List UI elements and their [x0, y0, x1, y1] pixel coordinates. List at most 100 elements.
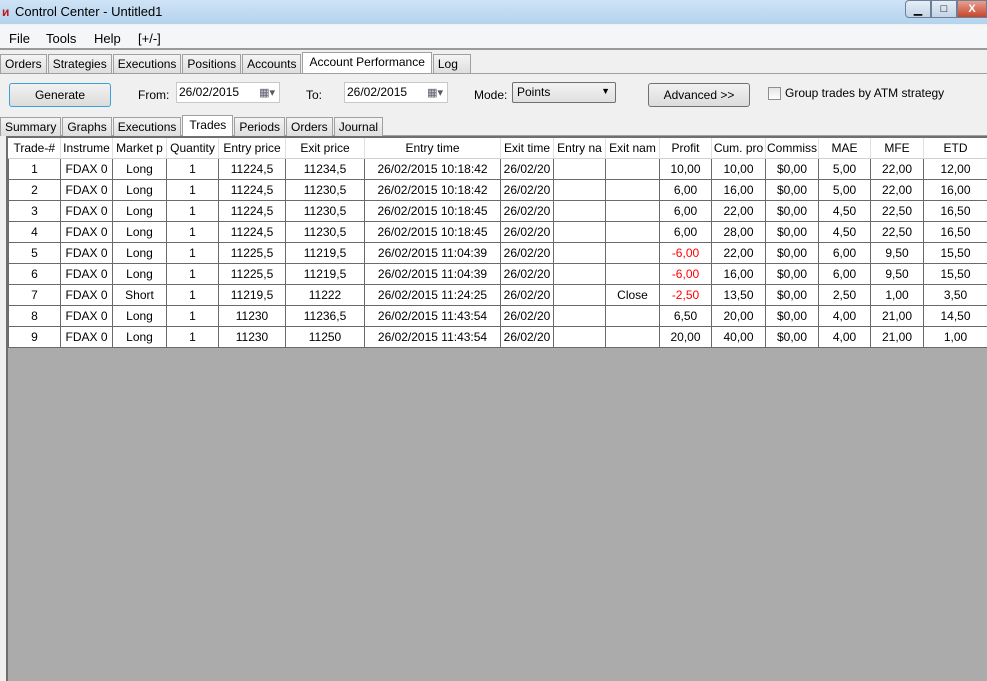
table-cell: 11225,5 [218, 262, 286, 285]
table-cell: 11234,5 [285, 157, 365, 180]
table-row[interactable]: 9 FDAX 0 Long 1 11230 11250 26/02/2015 11:43:5… [8, 325, 987, 348]
table-cell: 6 [8, 262, 61, 285]
table-cell: 20,00 [659, 325, 712, 348]
table-row[interactable]: 5 FDAX 0 Long 1 11225,5 11219,5 26/02/2015 11:… [8, 241, 987, 264]
column-header[interactable]: Exit nam [605, 138, 660, 159]
table-cell: 11225,5 [218, 241, 286, 264]
tab-executions[interactable]: Executions [112, 54, 182, 73]
table-cell: 11224,5 [218, 199, 286, 222]
table-cell: 11230,5 [285, 178, 365, 201]
column-header[interactable]: Quantity [166, 138, 219, 159]
subtab-executions[interactable]: Executions [112, 117, 182, 136]
table-cell: 5 [8, 241, 61, 264]
column-header[interactable]: MFE [870, 138, 924, 159]
subtab-orders[interactable]: Orders [286, 117, 333, 136]
calendar-dropdown-icon[interactable]: ▦▾ [259, 87, 275, 99]
table-cell: 6,00 [818, 241, 871, 264]
table-cell: 15,50 [923, 241, 987, 264]
column-header[interactable]: Entry price [218, 138, 286, 159]
table-row[interactable]: 3 FDAX 0 Long 1 11224,5 11230,5 26/02/2015 10:… [8, 199, 987, 222]
from-date-picker[interactable]: 26/02/2015 ▦▾ [176, 82, 280, 103]
column-header[interactable]: Exit time [500, 138, 554, 159]
tab-orders[interactable]: Orders [0, 54, 47, 73]
menu-file[interactable]: File [9, 31, 30, 46]
table-cell: 11224,5 [218, 157, 286, 180]
table-cell: 26/02/20 [500, 199, 554, 222]
table-cell: 3,50 [923, 283, 987, 306]
table-row[interactable]: 6 FDAX 0 Long 1 11225,5 11219,5 26/02/2015 11:… [8, 262, 987, 285]
group-trades-checkbox[interactable] [768, 87, 781, 100]
column-header[interactable]: Market p [112, 138, 167, 159]
table-cell: 11222 [285, 283, 365, 306]
table-cell: 22,50 [870, 220, 924, 243]
table-cell: 26/02/20 [500, 262, 554, 285]
table-cell: 9,50 [870, 262, 924, 285]
table-cell: 26/02/20 [500, 157, 554, 180]
from-date-value: 26/02/2015 [179, 85, 240, 99]
column-header[interactable]: Cum. pro [711, 138, 766, 159]
table-cell: 26/02/2015 11:04:39 [364, 262, 501, 285]
maximize-button[interactable]: □ [931, 0, 957, 18]
table-cell: FDAX 0 [60, 262, 113, 285]
trades-grid: Trade-# Instrume Market p Quantity Entry pri… [6, 136, 987, 681]
table-cell: -2,50 [659, 283, 712, 306]
column-header[interactable]: MAE [818, 138, 871, 159]
minimize-button[interactable]: ▁ [905, 0, 931, 18]
tab-log[interactable]: Log [432, 54, 471, 73]
column-header[interactable]: Instrume [60, 138, 113, 159]
tab-strategies[interactable]: Strategies [47, 54, 112, 73]
from-label: From: [138, 88, 170, 102]
menu-expand[interactable]: [+/-] [138, 31, 161, 46]
column-header[interactable]: Entry time [364, 138, 501, 159]
sub-tabs: Summary Graphs Executions Trades Periods… [0, 115, 987, 136]
subtab-graphs[interactable]: Graphs [62, 117, 112, 136]
tab-account-performance[interactable]: Account Performance [302, 52, 432, 73]
column-header[interactable]: ETD [923, 138, 987, 159]
table-cell: 16,00 [711, 262, 766, 285]
table-row[interactable]: 7 FDAX 0 Short 1 11219,5 11222 26/02/2015 11:2… [8, 283, 987, 306]
tab-accounts[interactable]: Accounts [242, 54, 302, 73]
to-date-picker[interactable]: 26/02/2015 ▦▾ [344, 82, 448, 103]
column-header[interactable]: Profit [659, 138, 712, 159]
subtab-trades[interactable]: Trades [182, 115, 234, 136]
menu-help[interactable]: Help [94, 31, 121, 46]
table-cell: FDAX 0 [60, 199, 113, 222]
subtab-journal[interactable]: Journal [333, 117, 384, 136]
table-cell: Close [605, 283, 660, 306]
table-cell: 26/02/2015 10:18:45 [364, 220, 501, 243]
tab-positions[interactable]: Positions [182, 54, 242, 73]
generate-button[interactable]: Generate [9, 83, 111, 107]
table-row[interactable]: 2 FDAX 0 Long 1 11224,5 11230,5 26/02/2015 10:… [8, 178, 987, 201]
table-cell: 16,50 [923, 220, 987, 243]
table-cell: 26/02/2015 10:18:42 [364, 178, 501, 201]
table-cell: 26/02/2015 11:24:25 [364, 283, 501, 306]
column-header[interactable]: Commiss [765, 138, 819, 159]
table-row[interactable]: 4 FDAX 0 Long 1 11224,5 11230,5 26/02/2015 10:… [8, 220, 987, 243]
column-header[interactable]: Exit price [285, 138, 365, 159]
table-row[interactable]: 1 FDAX 0 Long 1 11224,5 11234,5 26/02/2015 10:… [8, 157, 987, 180]
menu-tools[interactable]: Tools [46, 31, 77, 46]
table-cell: 11230 [218, 304, 286, 327]
table-cell: 4,00 [818, 304, 871, 327]
to-date-value: 26/02/2015 [347, 85, 408, 99]
column-header[interactable]: Trade-# [8, 138, 61, 159]
table-cell: 11230 [218, 325, 286, 348]
table-cell: 1 [166, 178, 219, 201]
table-cell [605, 157, 660, 180]
close-button[interactable]: X [957, 0, 987, 18]
table-cell: 22,00 [870, 178, 924, 201]
subtab-summary[interactable]: Summary [0, 117, 62, 136]
subtab-periods[interactable]: Periods [234, 117, 285, 136]
table-cell: 26/02/2015 11:04:39 [364, 241, 501, 264]
table-cell: $0,00 [765, 262, 819, 285]
table-row[interactable]: 8 FDAX 0 Long 1 11230 11236,5 26/02/2015 11:43… [8, 304, 987, 327]
column-header[interactable]: Entry na [553, 138, 606, 159]
trades-table: Trade-# Instrume Market p Quantity Entry pri… [8, 138, 987, 348]
table-cell [605, 199, 660, 222]
table-cell: 12,00 [923, 157, 987, 180]
calendar-dropdown-icon[interactable]: ▦▾ [427, 87, 443, 99]
mode-select[interactable]: Points ▼ [512, 82, 616, 103]
table-cell: 16,50 [923, 199, 987, 222]
table-cell: -6,00 [659, 241, 712, 264]
advanced-button[interactable]: Advanced >> [648, 83, 750, 107]
